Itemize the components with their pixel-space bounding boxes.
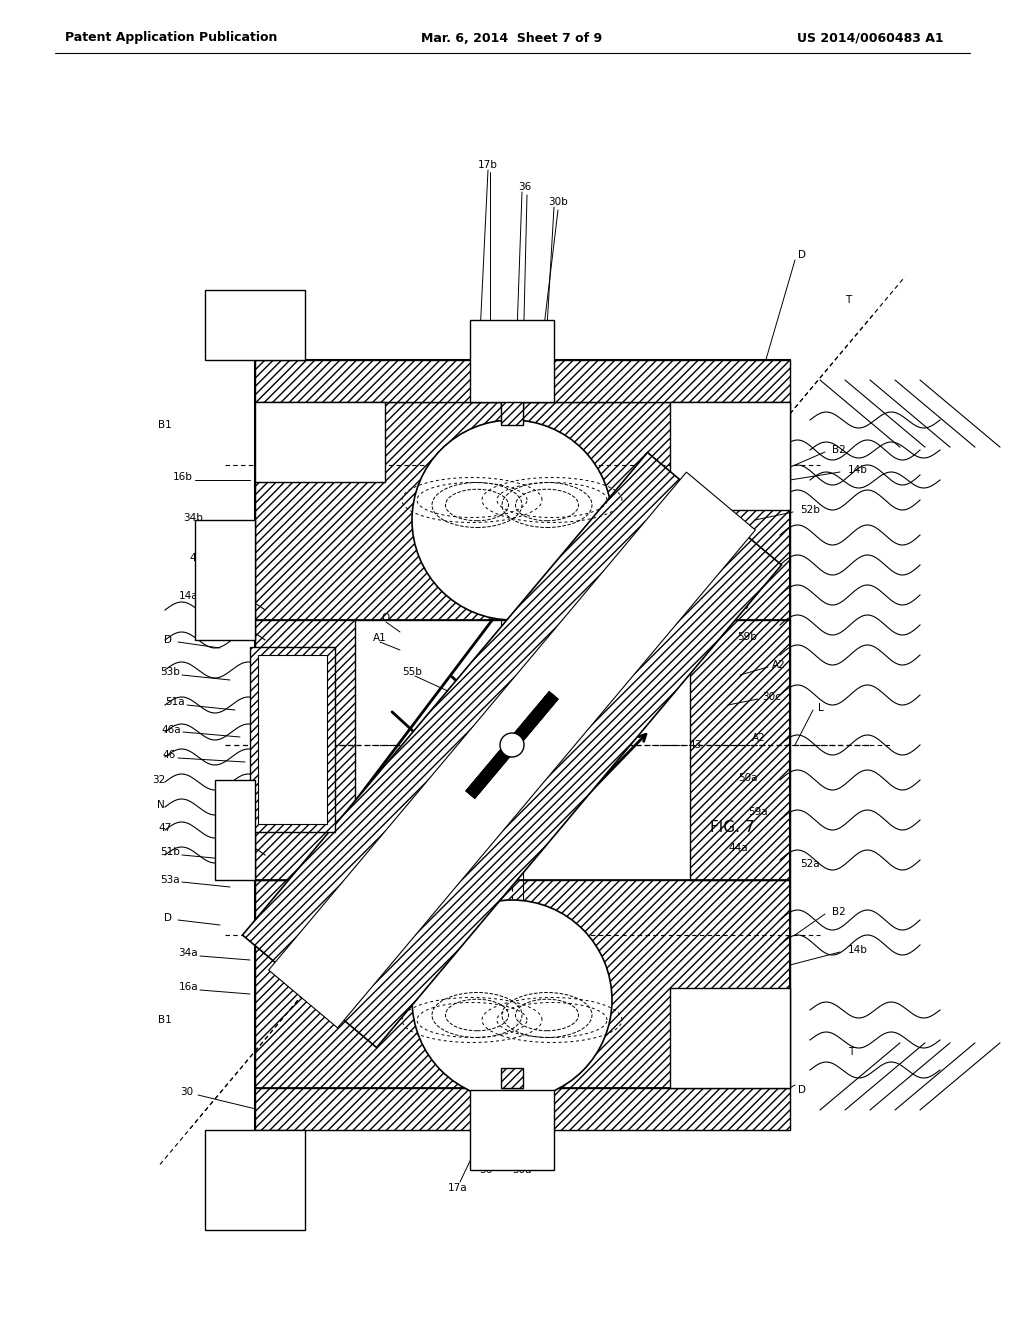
Text: 30a: 30a bbox=[512, 1166, 531, 1175]
Text: 55a: 55a bbox=[378, 855, 397, 865]
Polygon shape bbox=[243, 453, 781, 1048]
Text: D: D bbox=[798, 249, 806, 260]
Text: FIG. 7: FIG. 7 bbox=[710, 821, 755, 836]
Bar bbox=[215, 780, 255, 880]
Text: 36: 36 bbox=[518, 182, 531, 191]
Text: 14a: 14a bbox=[178, 591, 198, 601]
Polygon shape bbox=[268, 473, 756, 1028]
Polygon shape bbox=[466, 692, 558, 799]
Text: 47: 47 bbox=[431, 718, 444, 729]
Text: O: O bbox=[382, 612, 390, 623]
Text: 47: 47 bbox=[159, 822, 172, 833]
Text: D: D bbox=[164, 913, 172, 923]
Bar bbox=[205, 290, 305, 360]
Text: 14b: 14b bbox=[848, 945, 868, 954]
Text: B2: B2 bbox=[831, 445, 846, 455]
Bar bbox=[205, 1130, 305, 1230]
Text: 55b: 55b bbox=[402, 667, 422, 677]
Text: 30c: 30c bbox=[762, 692, 781, 702]
Bar bbox=[250, 647, 335, 832]
Text: T: T bbox=[845, 294, 851, 305]
Polygon shape bbox=[466, 692, 558, 799]
Text: 30b: 30b bbox=[548, 197, 568, 207]
Text: 34a: 34a bbox=[178, 948, 198, 958]
Bar bbox=[255, 880, 790, 1088]
Text: D: D bbox=[798, 1085, 806, 1096]
Text: 34b: 34b bbox=[183, 513, 203, 523]
Text: 32: 32 bbox=[152, 775, 165, 785]
Text: 52a: 52a bbox=[800, 859, 819, 869]
Text: 46: 46 bbox=[163, 750, 176, 760]
Bar bbox=[690, 620, 790, 880]
Text: L: L bbox=[818, 704, 823, 713]
Bar bbox=[195, 520, 255, 640]
Text: Mar. 6, 2014  Sheet 7 of 9: Mar. 6, 2014 Sheet 7 of 9 bbox=[422, 32, 602, 45]
Text: 16b: 16b bbox=[173, 473, 193, 482]
Text: B1: B1 bbox=[159, 420, 172, 430]
Bar bbox=[255, 1088, 790, 1130]
Circle shape bbox=[500, 733, 524, 756]
Text: B2: B2 bbox=[831, 907, 846, 917]
Text: 47: 47 bbox=[189, 553, 203, 564]
Circle shape bbox=[412, 900, 612, 1100]
Text: 14b: 14b bbox=[848, 465, 868, 475]
Bar bbox=[255, 403, 790, 620]
Bar bbox=[670, 403, 790, 510]
Text: 52b: 52b bbox=[800, 506, 820, 515]
Text: A2: A2 bbox=[772, 660, 785, 671]
Text: 43: 43 bbox=[688, 741, 701, 750]
Text: N: N bbox=[158, 800, 165, 810]
Circle shape bbox=[412, 420, 612, 620]
Text: 51b: 51b bbox=[160, 847, 180, 857]
Bar bbox=[255, 360, 790, 403]
Bar bbox=[670, 987, 790, 1088]
Text: T: T bbox=[848, 1047, 854, 1057]
Text: A1: A1 bbox=[373, 634, 387, 643]
Text: 51a: 51a bbox=[165, 697, 185, 708]
Bar bbox=[470, 319, 554, 403]
Text: A1: A1 bbox=[369, 833, 383, 843]
Text: 17a: 17a bbox=[449, 1183, 468, 1193]
Text: B1: B1 bbox=[159, 1015, 172, 1026]
Bar bbox=[470, 1090, 554, 1170]
Text: 30: 30 bbox=[180, 1086, 193, 1097]
Text: 53a: 53a bbox=[161, 875, 180, 884]
Text: 17b: 17b bbox=[478, 160, 498, 170]
Text: 44b: 44b bbox=[743, 565, 763, 576]
Text: Patent Application Publication: Patent Application Publication bbox=[65, 32, 278, 45]
Text: D: D bbox=[164, 635, 172, 645]
Text: 53b: 53b bbox=[160, 667, 180, 677]
Bar bbox=[501, 327, 523, 407]
Bar bbox=[501, 1090, 523, 1093]
Bar bbox=[258, 655, 327, 824]
Text: A2: A2 bbox=[752, 733, 766, 743]
Bar bbox=[501, 1068, 523, 1088]
Text: 50a: 50a bbox=[738, 774, 758, 783]
Text: 16a: 16a bbox=[178, 982, 198, 993]
Text: 46a: 46a bbox=[162, 725, 181, 735]
Bar bbox=[255, 403, 385, 482]
Text: 44a: 44a bbox=[728, 843, 748, 853]
Text: 36: 36 bbox=[479, 1166, 493, 1175]
Text: 59a: 59a bbox=[748, 807, 768, 817]
Text: 50b: 50b bbox=[729, 601, 749, 611]
Bar bbox=[255, 620, 355, 880]
Text: 59b: 59b bbox=[737, 632, 757, 642]
Bar bbox=[501, 397, 523, 425]
Text: US 2014/0060483 A1: US 2014/0060483 A1 bbox=[797, 32, 943, 45]
Text: A2: A2 bbox=[421, 758, 435, 768]
